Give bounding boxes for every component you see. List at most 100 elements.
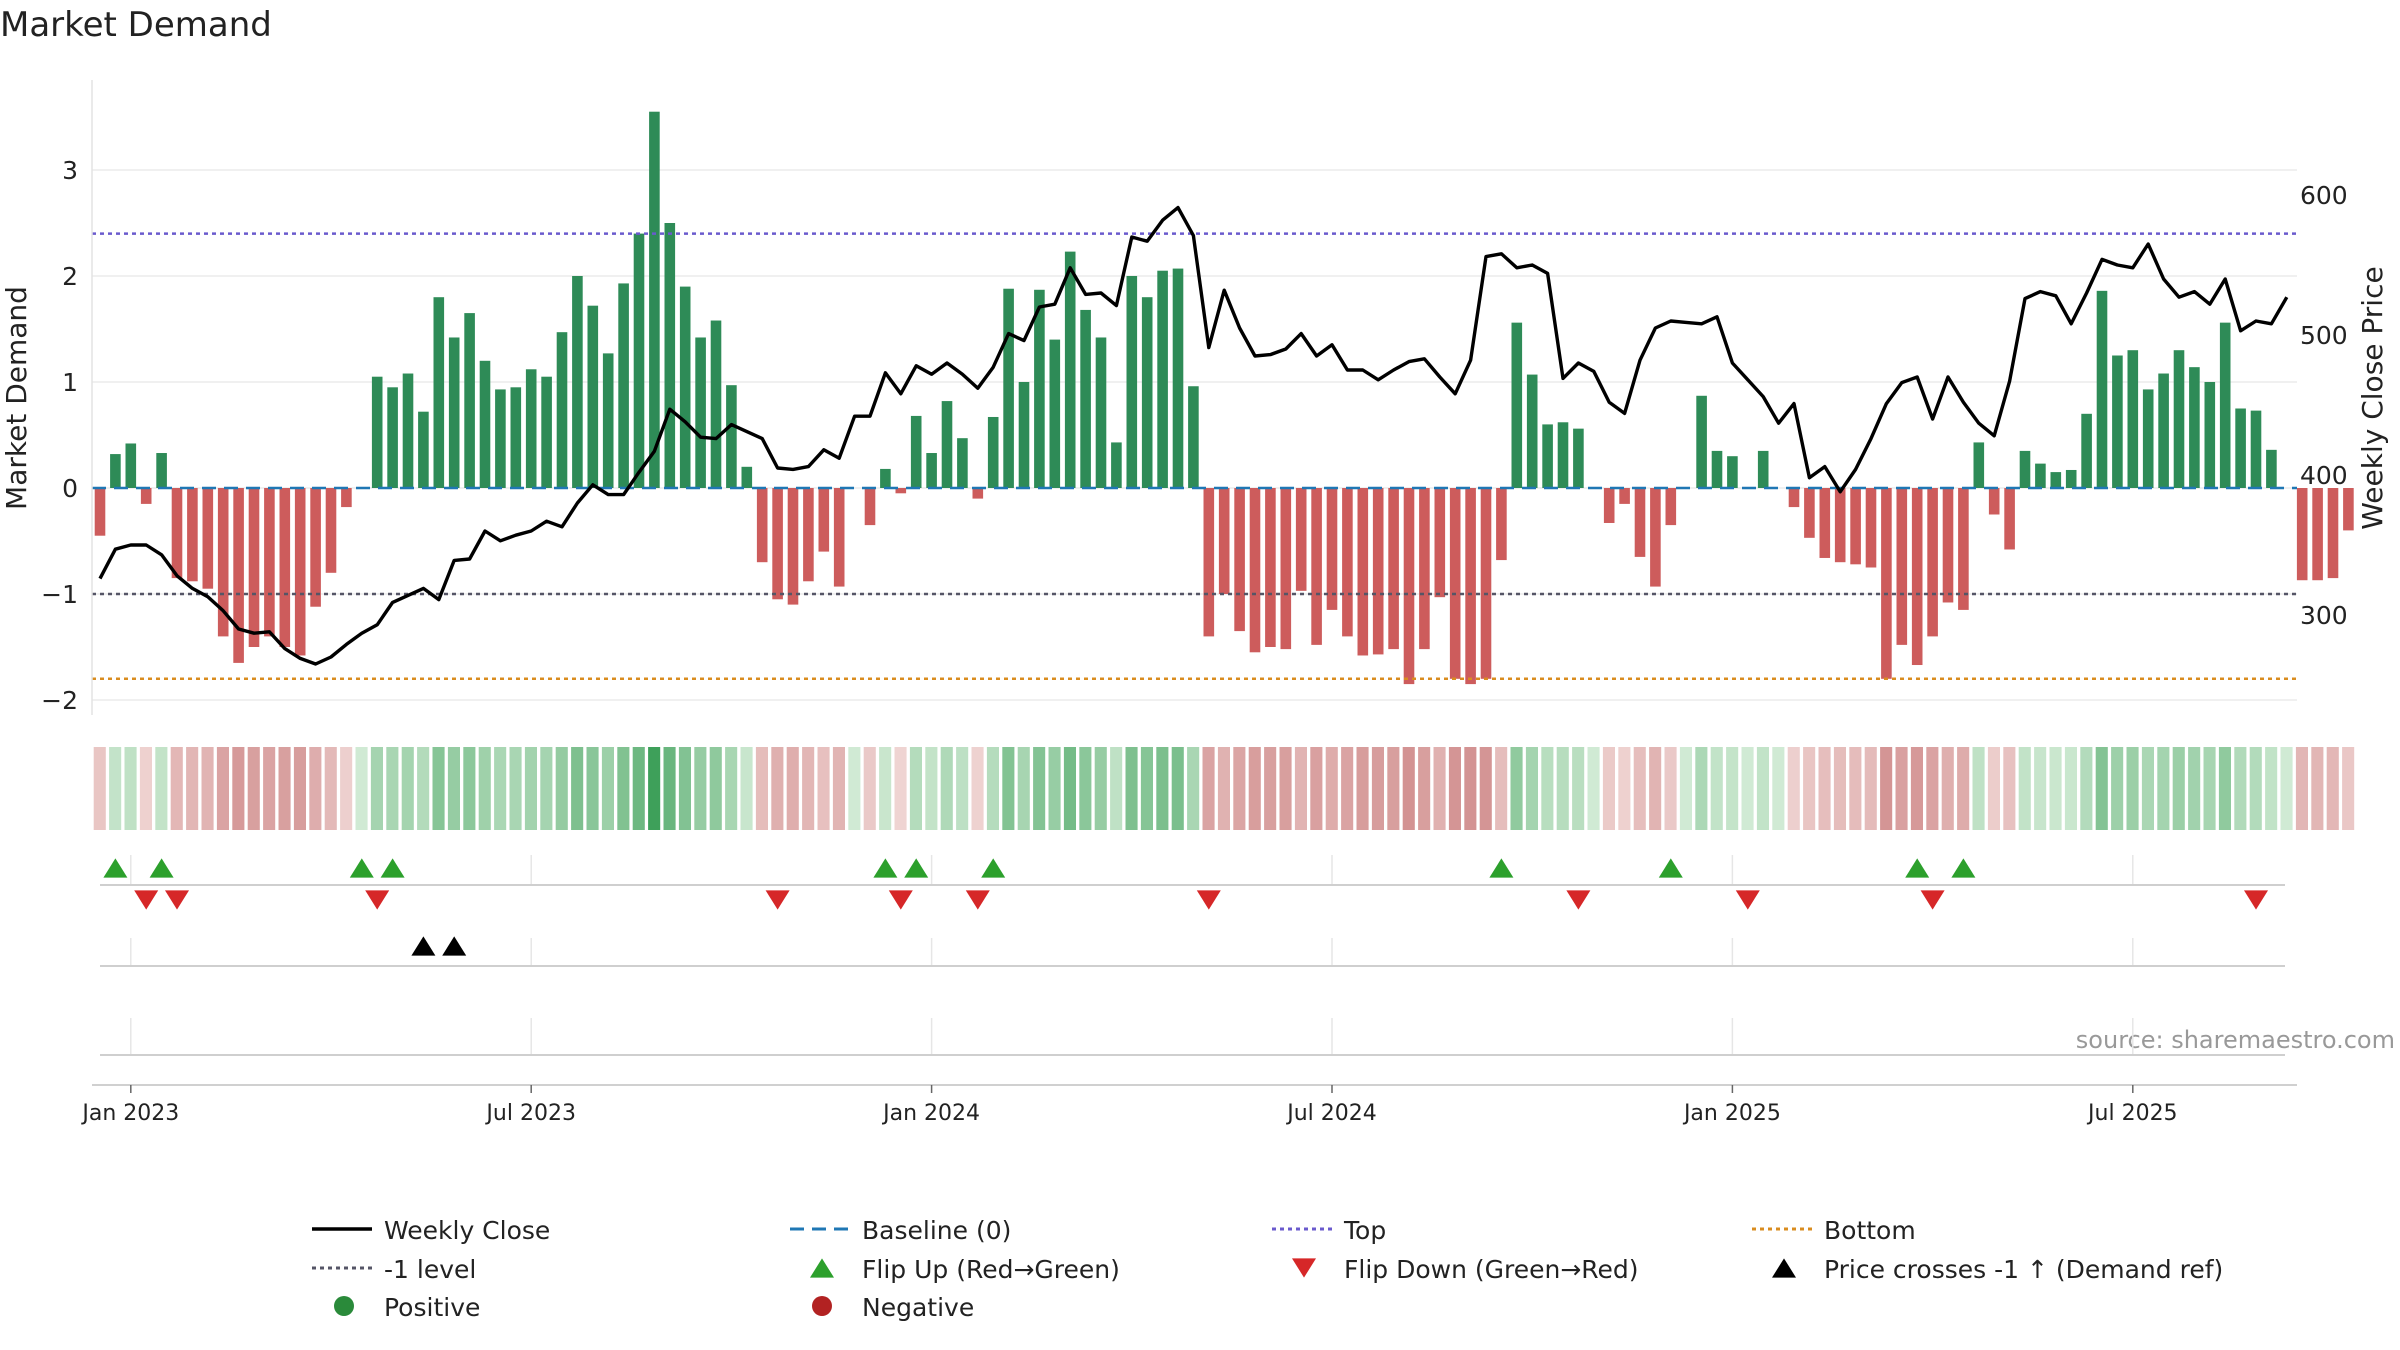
demand-bar [864,488,876,526]
demand-bar [1095,337,1107,488]
demand-bar [1449,488,1461,679]
flip-up-marker [873,858,898,878]
demand-bar [1804,488,1815,538]
heat-cell [355,747,368,830]
heat-cell [201,747,214,830]
legend-label: Flip Down (Green→Red) [1344,1255,1639,1284]
y-tick-label: 1 [62,368,78,397]
demand-bar [1603,488,1615,523]
demand-bar [402,373,414,488]
heat-cell [971,747,984,830]
heat-cell [1002,747,1015,830]
heat-cell [1572,747,1585,830]
demand-bar [2004,488,2015,550]
demand-bar [695,337,706,488]
demand-bar [1696,395,1707,488]
price-cross-marker [411,936,436,956]
demand-bar [464,313,475,488]
heat-cell [1479,747,1492,830]
demand-bar [679,286,691,488]
demand-bar [371,376,383,488]
flip-down-marker [1920,890,1945,910]
y2-tick-label: 600 [2300,181,2348,210]
heat-cell [247,747,260,830]
heat-cell [986,747,999,830]
demand-bar [2081,413,2092,488]
demand-bar [880,468,891,488]
heat-cell [1880,747,1893,830]
flip-down-marker [1735,890,1760,910]
demand-bar [1757,450,1769,488]
heat-cell [1649,747,1662,830]
heat-cell [1264,747,1277,830]
demand-bar [1080,309,1091,488]
demand-bar [1650,488,1661,587]
heat-cell [1987,747,2000,830]
demand-bar [1634,488,1646,557]
demand-bar [1850,488,1861,565]
demand-bar [1034,289,1045,488]
heat-cell [1217,747,1230,830]
heat-cell [617,747,630,830]
legend-item: Flip Up (Red→Green) [810,1255,1120,1284]
demand-bar [1727,456,1738,488]
heat-cell [1695,747,1708,830]
heat-cell [817,747,830,830]
demand-bar [1064,251,1076,488]
heat-cell [2003,747,2016,830]
heat-cell [155,747,168,830]
heat-cell [1495,747,1508,830]
heat-cell [1294,747,1307,830]
demand-bar [633,233,645,488]
demand-bar [1172,268,1184,488]
legend-item: Top [1272,1216,1386,1245]
legend-label: Positive [384,1293,480,1322]
heat-cell [1833,747,1846,830]
heat-cell [1556,747,1569,830]
demand-bar [2343,488,2354,531]
heat-cell [1310,747,1323,830]
heat-cell [2188,747,2201,830]
heat-cell [863,747,876,830]
demand-bar [1834,488,1846,563]
flip-up-marker [1489,858,1514,878]
heat-cell [2234,747,2247,830]
heat-cell [1387,747,1400,830]
demand-bar [957,438,968,488]
demand-bar [1496,488,1507,561]
demand-bar [2019,450,2031,488]
heat-cell [232,747,245,830]
demand-bar [726,385,737,488]
flip-down-marker [165,890,189,910]
y-tick-label: 3 [62,156,78,185]
demand-bar [2158,373,2169,488]
heat-cell [124,747,137,830]
flip-down-marker [365,890,390,910]
legend-item: Weekly Close [312,1216,550,1245]
heat-cell [771,747,784,830]
demand-bar [2050,472,2062,488]
flip-up-marker [1658,858,1683,878]
heat-cell [463,747,476,830]
demand-bar [125,443,137,488]
demand-bar [202,488,214,589]
demand-bar [2250,410,2262,488]
heat-cell [1587,747,1600,830]
demand-bar [602,353,614,488]
demand-bar [2096,290,2108,488]
heat-cell [447,747,460,830]
legend-label: Flip Up (Red→Green) [862,1255,1120,1284]
legend-item: Positive [334,1293,480,1322]
demand-bar [1141,297,1153,488]
demand-bar [1342,488,1353,637]
y2-tick-label: 400 [2300,461,2348,490]
heat-cell [2295,747,2308,830]
heat-cell [1741,747,1754,830]
demand-bar [2204,382,2216,488]
demand-bar [972,488,984,499]
heat-cell [1926,747,1939,830]
demand-bar [818,488,830,552]
demand-bar [1526,374,1538,488]
demand-bar [2219,322,2231,488]
